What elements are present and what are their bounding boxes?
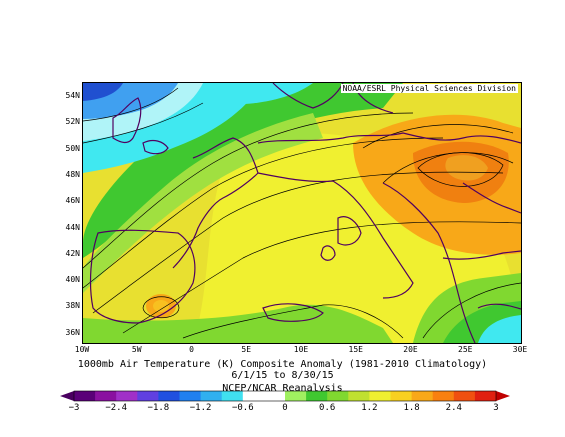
land-borders	[89, 83, 521, 343]
colorbar-swatch	[432, 391, 455, 401]
longitude-label: 25E	[458, 345, 473, 354]
colorbar-swatch	[221, 391, 244, 401]
longitude-label: 20E	[403, 345, 418, 354]
longitude-label: 10W	[74, 345, 90, 354]
field-darkblue-nw	[83, 83, 123, 101]
latitude-label: 42N	[65, 248, 80, 258]
longitude-label: 15E	[348, 345, 363, 354]
longitude-label: 5W	[131, 345, 142, 354]
colorbar-swatch	[474, 391, 497, 401]
latitude-label: 38N	[65, 301, 80, 311]
field-cyan-se	[478, 315, 521, 343]
latitude-label: 54N	[65, 91, 80, 100]
field-green-south	[83, 304, 393, 343]
latitude-label: 46N	[65, 196, 80, 206]
field-yellowgreen-west	[83, 113, 323, 293]
contour-lines	[83, 87, 521, 339]
colorbar-swatch	[179, 391, 202, 401]
colorbar-swatch	[158, 391, 180, 401]
colorbar-swatch	[242, 391, 265, 401]
colorbar-label: 0.6	[319, 403, 336, 413]
colorbar-label: −2.4	[105, 403, 128, 413]
colorbar-label: 0	[282, 403, 288, 413]
caption-dates: 6/1/15 to 8/30/15	[231, 370, 334, 381]
colorbar-label: 2.4	[445, 403, 462, 413]
colorbar-left-arrow	[60, 391, 74, 401]
colorbar-swatch	[369, 391, 391, 401]
colorbar-swatch	[74, 391, 96, 401]
colorbar-swatch	[95, 391, 117, 401]
colorbar-swatch	[348, 391, 370, 401]
field-warm-iberia-core	[153, 300, 169, 312]
field-cyan-north	[203, 83, 313, 105]
colorbar-label: 1.8	[403, 403, 420, 413]
latitude-label: 48N	[65, 169, 80, 179]
colorbar-label: −1.2	[189, 403, 212, 413]
colorbar-outline	[73, 390, 497, 402]
colorbar-label: −3	[68, 403, 80, 413]
colorbar-label: −1.8	[147, 403, 170, 413]
latitude-label: 50N	[65, 143, 80, 153]
map-credit: NOAA/ESRL Physical Sciences Division	[340, 84, 518, 93]
colorbar-swatch	[411, 391, 434, 401]
colorbar-swatch	[263, 391, 286, 401]
latitude-label: 36N	[65, 327, 80, 337]
colorbar-label: 3	[493, 403, 499, 413]
colorbar-swatch	[306, 391, 328, 401]
colorbar-swatch	[327, 391, 349, 401]
colorbar-swatch	[285, 391, 307, 401]
colorbar-right-arrow	[496, 391, 510, 401]
latitude-label: 40N	[65, 275, 80, 285]
colorbar-swatch	[453, 391, 476, 401]
colorbar-swatch	[116, 391, 138, 401]
colorbar-label: −0.6	[231, 403, 254, 413]
longitude-label: 0	[189, 345, 194, 354]
latitude-label: 44N	[65, 222, 80, 232]
anomaly-map: NOAA/ESRL Physical Sciences Division	[82, 82, 522, 344]
colorbar-swatch	[390, 391, 413, 401]
colorbar	[60, 390, 510, 402]
longitude-label: 10E	[293, 345, 309, 354]
colorbar-swatch	[137, 391, 159, 401]
caption-source: NCEP/NCAR Reanalysis	[222, 383, 343, 394]
field-max-east	[445, 155, 488, 181]
caption-title: 1000mb Air Temperature (K) Composite Ano…	[77, 359, 488, 370]
longitude-label: 30E	[512, 345, 528, 354]
longitude-label: 5E	[241, 345, 252, 354]
latitude-label: 52N	[65, 117, 80, 127]
map-canvas	[83, 83, 521, 343]
colorbar-label: 1.2	[361, 403, 378, 413]
colorbar-swatch	[200, 391, 223, 401]
field-green-west	[83, 83, 403, 258]
